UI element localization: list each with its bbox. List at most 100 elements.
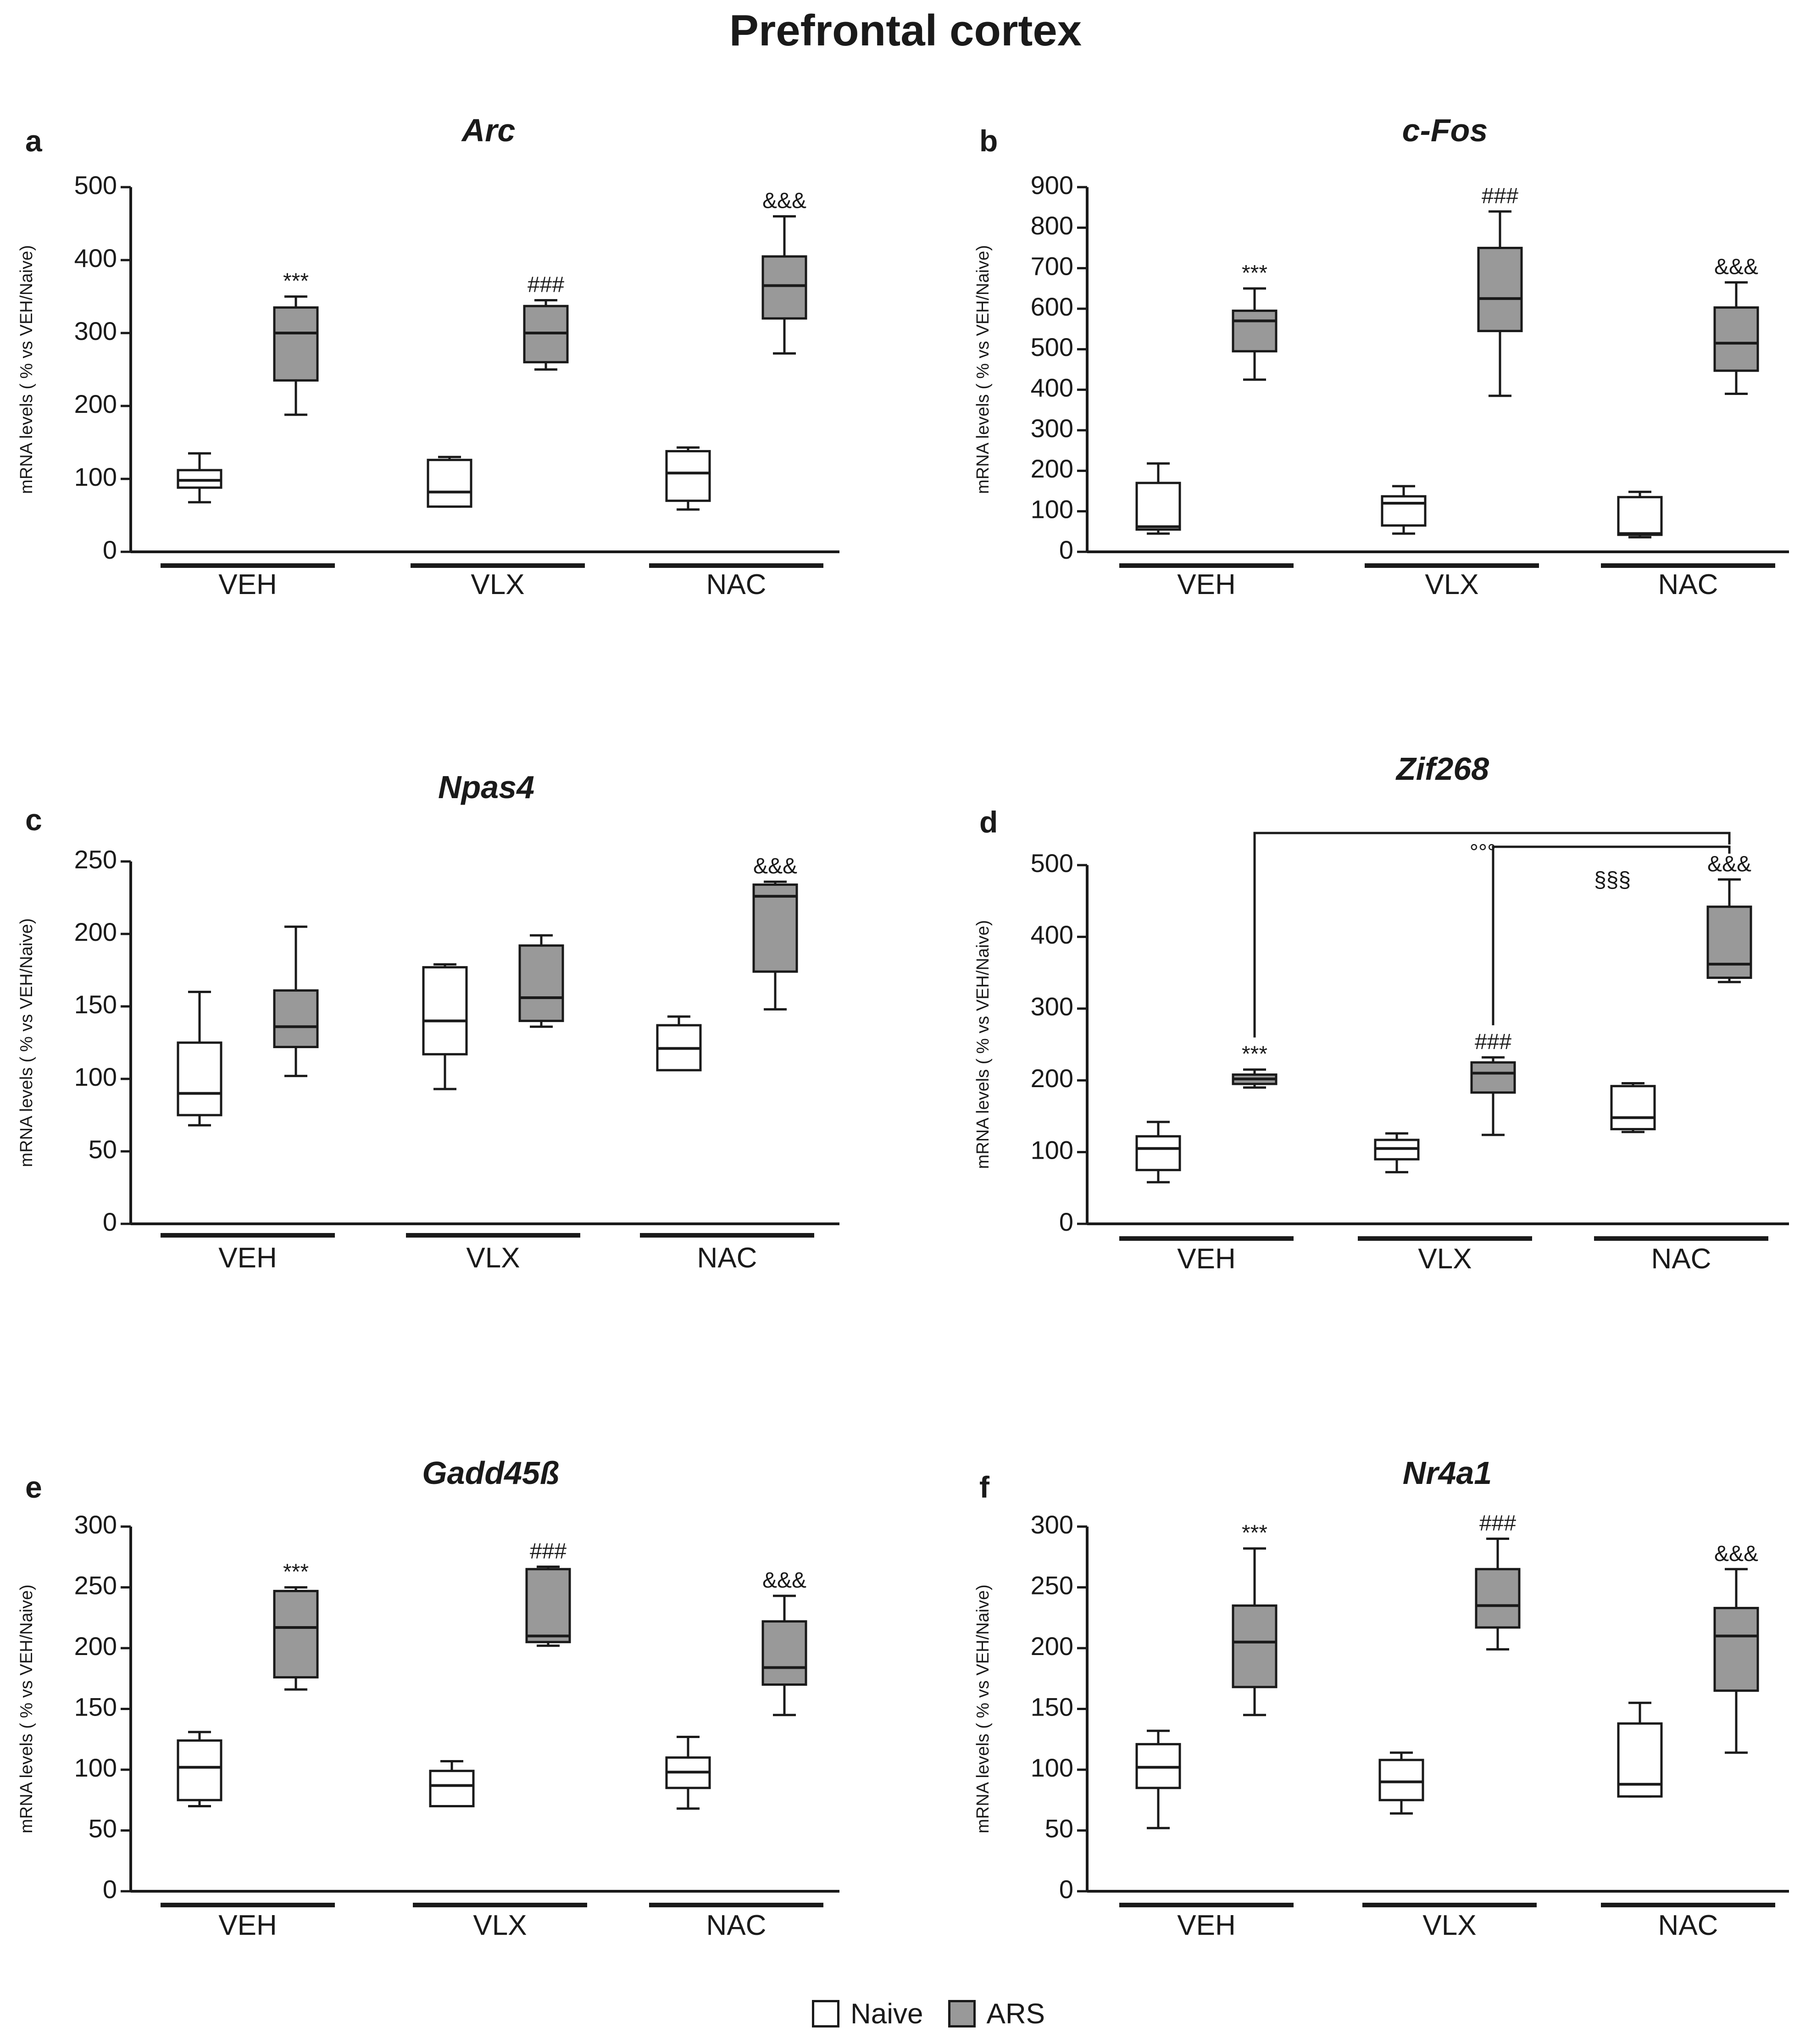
- y-tick-label: 50: [89, 1814, 117, 1843]
- y-axis-label: mRNA levels ( % vs VEH/Naive): [17, 245, 36, 494]
- box-naive-vlx: [422, 966, 468, 1055]
- y-tick-label: 300: [1031, 1510, 1073, 1539]
- panel-title: Npas4: [438, 769, 534, 805]
- box-naive-veh: [1135, 1135, 1181, 1172]
- y-tick-label: 400: [1031, 373, 1073, 402]
- box-naive-nac: [1617, 496, 1663, 536]
- significance-ars-nac: &&&: [762, 189, 806, 213]
- comparison-label: °°°: [1470, 840, 1496, 865]
- legend-label-naive: Naive: [850, 1998, 923, 2030]
- box-naive-nac: [1610, 1085, 1656, 1131]
- group-label-nac: NAC: [706, 1910, 767, 1941]
- legend-label-ars: ARS: [986, 1998, 1045, 2030]
- legend-item-ars: ARS: [948, 1998, 1045, 2030]
- box-naive-veh: [177, 1041, 222, 1116]
- box-naive-veh: [177, 1739, 222, 1801]
- y-tick-label: 100: [74, 1753, 117, 1782]
- panel-title: c-Fos: [1402, 112, 1488, 148]
- y-axis-label: mRNA levels ( % vs VEH/Naive): [973, 245, 993, 494]
- y-tick-label: 0: [103, 1875, 117, 1904]
- legend-swatch-ars: [948, 2000, 976, 2027]
- legend-item-naive: Naive: [812, 1998, 923, 2030]
- group-label-veh: VEH: [1177, 1910, 1235, 1941]
- y-axis-label: mRNA levels ( % vs VEH/Naive): [17, 918, 36, 1167]
- group-label-nac: NAC: [706, 569, 767, 600]
- significance-ars-nac: &&&: [1707, 852, 1751, 876]
- box-ars-veh: [1232, 309, 1278, 353]
- y-tick-label: 0: [1059, 1207, 1073, 1236]
- box-ars-veh: [273, 306, 319, 382]
- box-ars-nac: [761, 255, 807, 320]
- y-tick-label: 250: [1031, 1571, 1073, 1600]
- y-tick-label: 500: [1031, 849, 1073, 878]
- significance-ars-vlx: ###: [1482, 184, 1518, 208]
- y-tick-label: 150: [74, 990, 117, 1019]
- group-label-veh: VEH: [218, 1242, 277, 1274]
- panel-letter: f: [979, 1470, 990, 1504]
- comparison-bracket: [1492, 845, 1731, 1026]
- y-tick-label: 150: [74, 1692, 117, 1721]
- y-tick-label: 400: [1031, 920, 1073, 949]
- significance-ars-veh: ***: [1242, 1042, 1267, 1066]
- box-naive-vlx: [1378, 1759, 1424, 1801]
- box-ars-veh: [273, 989, 319, 1048]
- figure-title: Prefrontal cortex: [729, 6, 1082, 55]
- y-tick-label: 600: [1031, 292, 1073, 321]
- box-naive-vlx: [427, 459, 472, 508]
- panel-letter: a: [25, 124, 43, 158]
- legend: Naive ARS: [812, 1995, 1059, 2032]
- group-label-vlx: VLX: [1422, 1910, 1476, 1941]
- y-tick-label: 300: [74, 1510, 117, 1539]
- y-tick-label: 700: [1031, 251, 1073, 280]
- panel-letter: d: [979, 805, 998, 839]
- significance-ars-vlx: ###: [530, 1539, 567, 1563]
- box-naive-vlx: [429, 1770, 475, 1807]
- y-axis-label: mRNA levels ( % vs VEH/Naive): [17, 1584, 36, 1833]
- y-tick-label: 100: [74, 1062, 117, 1091]
- box-ars-vlx: [525, 1568, 571, 1644]
- panel-title: Gadd45ß: [422, 1455, 560, 1491]
- y-tick-label: 150: [1031, 1692, 1073, 1721]
- y-tick-label: 800: [1031, 211, 1073, 240]
- y-tick-label: 300: [1031, 414, 1073, 443]
- y-tick-label: 500: [74, 171, 117, 200]
- box-naive-veh: [1135, 482, 1181, 531]
- y-tick-label: 900: [1031, 171, 1073, 200]
- box-ars-nac: [1713, 1607, 1759, 1692]
- significance-ars-vlx: ###: [1475, 1030, 1511, 1054]
- box-ars-veh: [273, 1589, 319, 1679]
- box-ars-nac: [761, 1620, 807, 1686]
- panel-letter: c: [25, 803, 42, 837]
- group-label-nac: NAC: [1658, 1910, 1718, 1941]
- y-tick-label: 50: [1045, 1814, 1073, 1843]
- significance-ars-veh: ***: [1242, 261, 1267, 285]
- y-tick-label: 500: [1031, 333, 1073, 361]
- y-tick-label: 400: [74, 244, 117, 272]
- y-tick-label: 300: [74, 317, 117, 345]
- group-label-veh: VEH: [218, 1910, 277, 1941]
- box-ars-nac: [1706, 905, 1752, 979]
- group-label-vlx: VLX: [466, 1242, 520, 1274]
- box-naive-vlx: [1381, 495, 1427, 527]
- y-tick-label: 250: [74, 845, 117, 874]
- group-label-nac: NAC: [697, 1242, 757, 1274]
- y-tick-label: 200: [1031, 1632, 1073, 1661]
- group-label-vlx: VLX: [471, 569, 524, 600]
- y-tick-label: 50: [89, 1135, 117, 1164]
- y-tick-label: 100: [1031, 1753, 1073, 1782]
- legend-swatch-naive: [812, 2000, 839, 2027]
- significance-ars-nac: &&&: [762, 1568, 806, 1593]
- significance-ars-veh: ***: [283, 269, 309, 294]
- box-ars-vlx: [1477, 247, 1523, 333]
- box-ars-vlx: [518, 944, 564, 1022]
- y-tick-label: 250: [74, 1571, 117, 1600]
- y-tick-label: 100: [74, 462, 117, 491]
- comparison-label: §§§: [1594, 868, 1631, 892]
- y-tick-label: 300: [1031, 992, 1073, 1021]
- panel-title: Zif268: [1395, 751, 1489, 787]
- y-tick-label: 200: [1031, 454, 1073, 483]
